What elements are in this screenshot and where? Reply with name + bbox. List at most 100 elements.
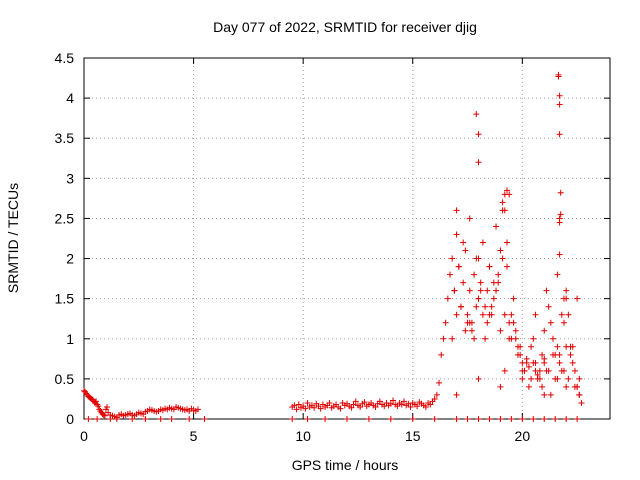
data-point: [479, 239, 486, 246]
data-point: [512, 327, 519, 334]
data-point: [503, 239, 510, 246]
data-point: [545, 303, 552, 310]
data-point: [563, 383, 570, 390]
data-point: [560, 367, 567, 374]
data-point: [101, 412, 108, 419]
data-points: [81, 71, 585, 422]
data-point: [541, 416, 548, 422]
data-point: [376, 398, 383, 405]
data-point: [541, 391, 548, 398]
data-point: [462, 247, 469, 254]
data-point: [501, 367, 508, 374]
data-point: [453, 311, 460, 318]
data-point: [578, 399, 585, 406]
data-point: [407, 403, 414, 410]
data-point: [451, 287, 458, 294]
data-point: [449, 335, 456, 342]
data-point: [405, 400, 412, 407]
data-point: [453, 391, 460, 398]
data-point: [100, 411, 107, 418]
y-tick-label: 2.5: [55, 210, 75, 226]
data-point: [493, 223, 500, 230]
y-tick-label: 2: [66, 251, 74, 267]
data-point: [186, 416, 193, 422]
data-point: [295, 401, 302, 408]
data-point: [352, 398, 359, 405]
data-point: [482, 303, 489, 310]
data-point: [556, 351, 563, 358]
x-tick-label: 20: [515, 428, 531, 444]
data-point: [475, 131, 482, 138]
chart-title: Day 077 of 2022, SRMTID for receiver dji…: [213, 19, 477, 35]
data-point: [447, 271, 454, 278]
data-point: [530, 335, 537, 342]
data-point: [157, 416, 164, 422]
data-point: [453, 416, 460, 422]
data-point: [534, 375, 541, 382]
data-point: [571, 367, 578, 374]
data-point: [466, 215, 473, 222]
data-point: [427, 401, 434, 408]
data-point: [471, 335, 478, 342]
data-point: [530, 359, 537, 366]
data-point: [552, 416, 559, 422]
data-point: [390, 397, 397, 404]
data-point: [344, 416, 350, 422]
data-point: [517, 351, 524, 358]
y-tick-label: 1: [66, 331, 74, 347]
data-point: [555, 71, 562, 78]
data-point: [475, 255, 482, 262]
data-point: [497, 383, 504, 390]
data-point: [495, 279, 502, 286]
data-point: [569, 343, 576, 350]
data-point: [477, 279, 484, 286]
data-point: [543, 367, 550, 374]
y-tick-label: 0.5: [55, 371, 75, 387]
data-point: [525, 383, 532, 390]
data-point: [486, 311, 493, 318]
data-point: [438, 351, 445, 358]
data-point: [475, 416, 482, 422]
data-point: [506, 191, 513, 198]
data-point: [556, 131, 563, 138]
data-point: [471, 271, 478, 278]
data-point: [539, 351, 546, 358]
data-point: [574, 416, 581, 422]
data-point: [431, 395, 438, 402]
data-point: [565, 311, 572, 318]
data-point: [457, 303, 464, 310]
data-point: [503, 263, 510, 270]
data-point: [477, 287, 484, 294]
data-point: [554, 343, 561, 350]
data-point: [506, 335, 513, 342]
data-point: [556, 92, 563, 99]
y-tick-label: 1.5: [55, 291, 75, 307]
data-point: [398, 401, 405, 408]
data-point: [521, 367, 528, 374]
data-point: [291, 402, 298, 409]
data-point: [142, 416, 149, 422]
data-point: [488, 303, 495, 310]
data-point: [449, 255, 456, 262]
data-point: [560, 295, 567, 302]
data-point: [550, 335, 557, 342]
data-point: [372, 403, 379, 410]
data-point: [129, 416, 136, 422]
data-point: [453, 207, 460, 214]
data-point: [468, 327, 475, 334]
data-point: [576, 375, 583, 382]
data-point: [473, 111, 480, 118]
data-point: [442, 319, 449, 326]
data-point: [289, 416, 296, 422]
data-point: [557, 189, 564, 196]
y-tick-label: 3.5: [55, 130, 75, 146]
data-point: [104, 403, 111, 410]
y-tick-label: 3: [66, 170, 74, 186]
data-point: [464, 319, 471, 326]
data-point: [304, 416, 311, 422]
data-point: [431, 416, 438, 422]
data-point: [95, 403, 102, 410]
data-point: [464, 416, 471, 422]
data-point: [556, 219, 563, 226]
